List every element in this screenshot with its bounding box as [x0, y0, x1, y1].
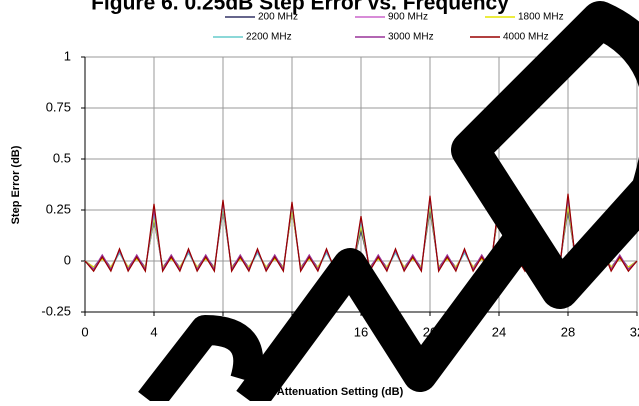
x-tick-label: 24	[492, 324, 506, 339]
legend-label: 2200 MHz	[246, 32, 292, 43]
x-tick-label: 32	[630, 324, 639, 339]
watermark-p	[138, 315, 264, 406]
legend: 200 MHz 900 MHz 1800 MHz 2200 MHz 3000 MHz 40…	[213, 12, 564, 43]
x-tick-label: 16	[354, 324, 368, 339]
watermark	[138, 1, 639, 406]
legend-label: 200 MHz	[258, 12, 298, 23]
y-tick-label: -0.25	[41, 303, 71, 318]
x-tick-label: 0	[81, 324, 88, 339]
x-axis-label: Attenuation Setting (dB)	[277, 386, 404, 398]
chart-title: Figure 6. 0.25dB Step Error vs. Frequenc…	[91, 0, 509, 15]
y-tick-label: 1	[64, 48, 71, 63]
y-tick-label: 0	[64, 252, 71, 267]
x-tick-label: 28	[561, 324, 575, 339]
y-tick-label: 0.25	[46, 201, 71, 216]
y-axis-label: Step Error (dB)	[10, 145, 22, 224]
legend-label: 4000 MHz	[503, 32, 549, 43]
x-tick-label: 4	[150, 324, 157, 339]
legend-label: 3000 MHz	[388, 32, 434, 43]
watermark-n	[236, 229, 534, 406]
watermark-d	[451, 1, 639, 309]
y-tick-label: 0.75	[46, 99, 71, 114]
y-tick-label: 0.5	[53, 150, 71, 165]
legend-label: 1800 MHz	[518, 12, 564, 23]
legend-label: 900 MHz	[388, 12, 428, 23]
